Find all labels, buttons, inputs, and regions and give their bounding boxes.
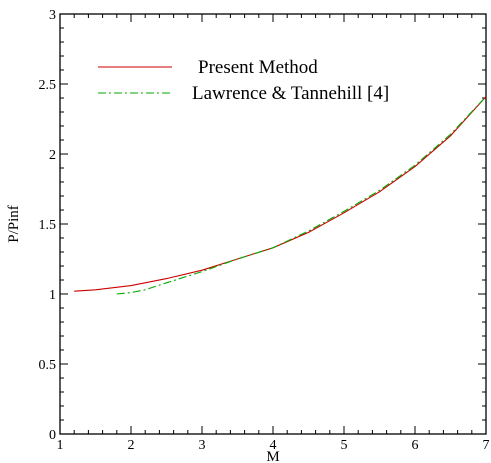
x-tick-label: 4 [270,438,277,453]
legend-label-2: Lawrence & Tannehill [4] [192,83,389,104]
y-tick-label: 0.5 [39,358,57,373]
x-tick-label: 3 [199,438,206,453]
y-tick-label: 1 [49,288,56,303]
x-tick-label: 7 [483,438,490,453]
x-axis-label: M [266,449,279,463]
y-axis-label: P/Pinf [6,205,22,243]
x-tick-label: 6 [412,438,419,453]
x-tick-label: 1 [57,438,64,453]
x-tick-label: 5 [341,438,348,453]
legend: Present Method Lawrence & Tannehill [4] [98,57,389,104]
x-tick-label: 2 [128,438,135,453]
plot-area [59,13,487,435]
y-tick-label: 3 [49,8,56,23]
y-tick-label: 0 [49,428,56,443]
legend-label-1: Present Method [198,57,318,78]
series-line-2 [116,96,487,295]
tick-labels: 1 2 3 4 5 6 7 0 0.5 1 1.5 2 2.5 3 [39,8,490,453]
series-group [74,96,487,295]
y-tick-label: 1.5 [39,218,57,233]
axis-ticks [59,13,487,435]
y-tick-label: 2 [49,148,56,163]
y-tick-label: 2.5 [39,78,57,93]
